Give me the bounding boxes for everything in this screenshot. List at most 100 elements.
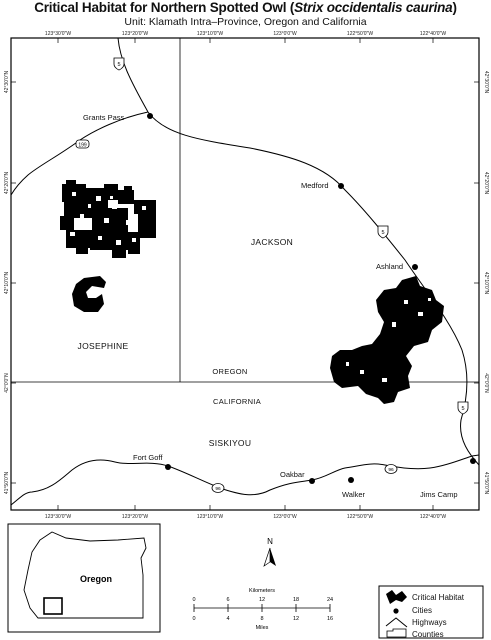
tick-left-5: 41°50'0"N	[4, 471, 10, 494]
critical-habitat-east-gaps	[346, 298, 431, 382]
state-route-shield-icon	[384, 464, 398, 474]
grants-pass-dot	[147, 113, 153, 119]
critical-habitat-east	[330, 276, 444, 404]
tick-bottom-6: 122°40'0"W	[420, 514, 446, 520]
scale-mi-title: Miles	[256, 625, 269, 631]
city-oakbar: Oakbar	[280, 470, 305, 479]
oregon-outline	[23, 531, 147, 619]
walker-dot	[348, 477, 354, 483]
critical-habitat-west-gaps	[70, 192, 146, 245]
legend-item-counties: Counties	[386, 628, 444, 639]
city-dot-icon	[393, 608, 399, 614]
tick-bottom-5: 122°50'0"W	[347, 514, 373, 520]
inset-study-area-box	[43, 597, 63, 615]
city-grants-pass: Grants Pass	[83, 113, 125, 122]
scale-km-tick-1: 6	[226, 597, 229, 603]
scale-mi-tick-0: 0	[192, 616, 195, 622]
graticule-ticks	[11, 38, 479, 510]
tick-left-2: 42°20'0"N	[4, 171, 10, 194]
scale-mi-tick-3: 12	[293, 616, 299, 622]
tick-left-1: 42°30'0"N	[4, 70, 10, 93]
scale-mi-tick-1: 4	[226, 616, 229, 622]
shield-ca96-east-label: 96	[388, 467, 394, 473]
ashland-dot	[412, 264, 418, 270]
scale-km-tick-3: 18	[293, 597, 299, 603]
interstate-5	[117, 37, 480, 466]
tick-top-5: 122°50'0"W	[347, 31, 373, 37]
shield-i5-medford-label: 5	[381, 230, 384, 236]
city-jims-camp: Jims Camp	[420, 490, 458, 499]
shield-i5-medford: 5	[377, 225, 389, 239]
critical-habitat-hook	[72, 276, 106, 312]
state-california: CALIFORNIA	[213, 397, 261, 406]
legend-item-highways: Highways	[385, 617, 447, 628]
county-josephine: JOSEPHINE	[78, 341, 129, 351]
tick-right-1: 42°30'0"N	[483, 71, 489, 94]
legend-cities-label: Cities	[412, 606, 432, 615]
legend-item-habitat: Critical Habitat	[386, 590, 465, 604]
tick-bottom-4: 123°0'0"W	[273, 514, 297, 520]
shield-i5-south: 5	[457, 401, 469, 415]
tick-bottom-3: 123°10'0"W	[197, 514, 223, 520]
inset-oregon-label: Oregon	[80, 574, 112, 584]
critical-habitat-hook-hole	[88, 290, 96, 296]
tick-left-3: 42°10'0"N	[4, 271, 10, 294]
interstate-shield-icon	[377, 225, 389, 239]
county-outline-icon	[386, 628, 407, 638]
scale-km-tick-4: 24	[327, 597, 333, 603]
scale-mi-tick-2: 8	[260, 616, 263, 622]
us-route-shield-icon	[75, 139, 90, 149]
tick-right-2: 42°20'0"N	[483, 172, 489, 195]
city-walker: Walker	[342, 490, 366, 499]
tick-left-4: 42°0'0"N	[4, 373, 10, 393]
city-ashland: Ashland	[376, 262, 403, 271]
inset-frame	[7, 523, 161, 633]
shield-ca96-east: 96	[384, 464, 398, 474]
tick-top-2: 123°20'0"W	[122, 31, 148, 37]
city-markers	[147, 113, 476, 484]
tick-right-5: 41°50'0"N	[483, 472, 489, 495]
fort-goff-dot	[165, 464, 171, 470]
title-species: Strix occidentalis caurina	[294, 0, 453, 15]
scale-km-title: Kilometers	[249, 588, 275, 594]
ca-96	[10, 454, 480, 506]
shield-ca96-west: 96	[211, 483, 225, 493]
scale-mi-tick-4: 16	[327, 616, 333, 622]
county-jackson: JACKSON	[251, 237, 293, 247]
map-subtitle: Unit: Klamath Intra–Province, Oregon and…	[124, 16, 367, 28]
legend-item-cities: Cities	[393, 606, 432, 615]
tick-top-6: 122°40'0"W	[420, 31, 446, 37]
legend-highways-label: Highways	[412, 618, 447, 627]
map-frame	[10, 37, 480, 511]
state-route-shield-icon	[211, 483, 225, 493]
scale-km-tick-2: 12	[259, 597, 265, 603]
north-arrow-icon	[270, 548, 276, 566]
tick-top-3: 123°10'0"W	[197, 31, 223, 37]
tick-right-3: 42°10'0"N	[483, 272, 489, 295]
tick-bottom-1: 123°30'0"W	[45, 514, 71, 520]
critical-habitat-west	[60, 180, 156, 258]
interstate-shield-icon	[457, 401, 469, 415]
county-siskiyou: SISKIYOU	[209, 438, 252, 448]
shield-i5-south-label: 5	[461, 406, 464, 412]
city-fort-goff: Fort Goff	[133, 453, 163, 462]
shield-ca96-west-label: 96	[215, 486, 221, 492]
city-medford: Medford	[301, 181, 329, 190]
scale-km-tick-0: 0	[192, 597, 195, 603]
tick-top-4: 123°0'0"W	[273, 31, 297, 37]
shield-i5-north: 5	[113, 57, 125, 71]
shield-i5-north-label: 5	[117, 62, 120, 68]
interstate-shield-icon	[113, 57, 125, 71]
medford-dot	[338, 183, 344, 189]
oakbar-dot	[309, 478, 315, 484]
tick-top-1: 123°30'0"W	[45, 31, 71, 37]
tick-bottom-2: 123°20'0"W	[122, 514, 148, 520]
legend-counties-label: Counties	[412, 630, 444, 639]
highways	[10, 37, 480, 506]
tick-right-4: 42°0'0"N	[483, 373, 489, 393]
title-main: Critical Habitat for Northern Spotted Ow…	[34, 0, 295, 15]
state-oregon: OREGON	[212, 367, 247, 376]
highway-line-icon	[385, 617, 408, 628]
scale-bar	[193, 604, 331, 612]
